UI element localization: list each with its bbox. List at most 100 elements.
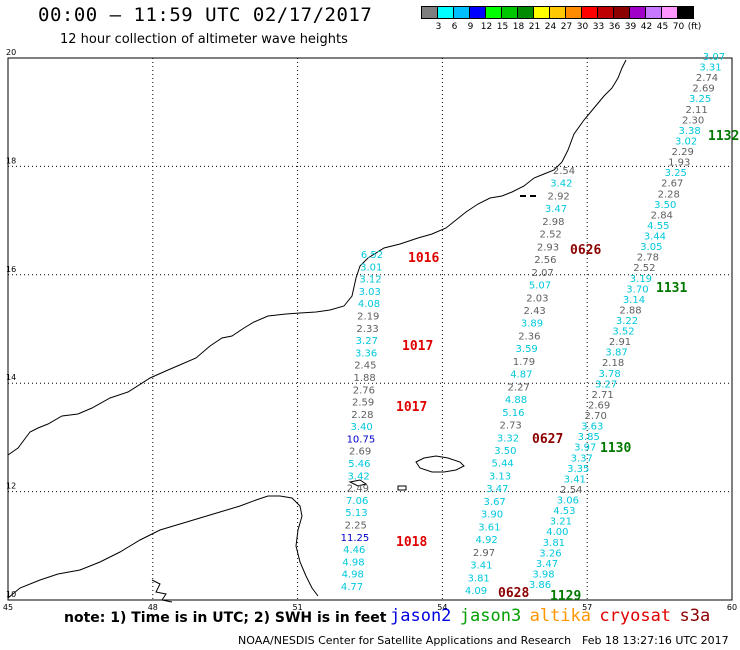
pass-time-label: 1131 [656,281,687,296]
wave-height-value: 3.25 [689,94,711,105]
wave-height-value: 2.36 [518,331,540,342]
wave-height-value: 4.00 [546,527,568,538]
wave-height-value: 2.67 [661,179,683,190]
legend-label: 33 [592,22,605,32]
x-tick-label: 60 [727,603,737,612]
wave-height-value: 10.75 [347,434,376,445]
legend-label: 6 [451,22,458,32]
wave-height-value: 3.12 [359,275,381,286]
wave-height-value: 2.25 [345,521,367,532]
wave-height-value: 3.38 [679,126,701,137]
pass-time-label: 1132 [708,129,739,144]
y-tick-label: 12 [6,482,16,491]
wave-height-value: 3.06 [557,496,579,507]
wave-height-value: 7.06 [346,496,368,507]
y-tick-label: 14 [6,373,16,382]
pass-time-label: 0628 [498,586,529,601]
wave-height-value: 2.03 [526,293,548,304]
legend-label: 36 [608,22,621,32]
wave-height-value: 4.08 [358,299,380,310]
wave-height-value: 2.49 [347,484,369,495]
legend-swatch [677,6,694,19]
wave-height-value: 3.35 [567,464,589,475]
legend-label: 45 [656,22,669,32]
y-tick-label: 20 [6,48,16,57]
wave-height-value: 2.52 [633,263,655,274]
wave-height-value: 11.25 [341,533,370,544]
legend-label: 27 [560,22,573,32]
wave-height-value: 2.28 [351,410,373,421]
x-tick-label: 45 [3,603,13,612]
wave-height-value: 3.85 [578,432,600,443]
wave-height-value: 2.88 [619,305,641,316]
wave-height-value: 2.33 [356,324,378,335]
wave-height-value: 2.78 [637,253,659,264]
wave-height-value: 2.27 [508,382,530,393]
wave-height-value: 3.81 [543,538,565,549]
y-tick-label: 18 [6,156,16,165]
pass-time-label: 1018 [396,535,427,550]
satellite-name: cryosat [599,606,672,626]
legend-label: 3 [435,22,442,32]
legend-label: 12 [480,22,493,32]
wave-height-value: 2.91 [609,337,631,348]
wave-height-value: 3.37 [571,453,593,464]
wave-height-value: 4.98 [342,570,364,581]
wave-height-value: 2.45 [354,361,376,372]
wave-height-value: 2.56 [534,255,556,266]
wave-height-value: 1.93 [668,158,690,169]
wave-height-value: 3.52 [612,327,634,338]
wave-height-value: 1.79 [513,357,535,368]
wave-height-value: 2.30 [682,115,704,126]
wave-height-value: 2.74 [696,73,718,84]
pass-time-label: 1016 [408,251,439,266]
wave-height-value: 2.54 [560,485,582,496]
wave-height-value: 2.54 [553,166,575,177]
wave-height-value: 3.67 [484,497,506,508]
pass-time-labels: 1016 1017 1017 1018 0626 0627 0628 1132 1131 1130… [396,129,739,604]
island-small-2 [397,485,407,491]
wave-height-value: 3.97 [574,443,596,454]
wave-height-value: 4.87 [510,370,532,381]
wave-height-value: 2.97 [473,548,495,559]
pass-time-label: 0627 [532,432,563,447]
coastline-gulf-aden [7,495,319,599]
wave-height-value: 2.19 [357,311,379,322]
wave-height-value: 2.69 [588,400,610,411]
legend-label: 70 [672,22,685,32]
wave-height-value: 5.16 [502,408,524,419]
wave-height-value: 2.11 [685,105,707,116]
legend-label: 15 [496,22,509,32]
wave-height-value: 3.13 [489,471,511,482]
wave-height-value: 3.42 [348,471,370,482]
satellite-name: jason3 [459,606,522,626]
legend-label: 30 [576,22,589,32]
wave-height-value: 3.47 [536,559,558,570]
wave-height-value: 2.69 [692,84,714,95]
wave-height-value: 3.63 [581,422,603,433]
wave-height-value: 6.52 [361,250,383,261]
wave-height-value: 3.03 [359,287,381,298]
color-legend [421,6,694,19]
wave-height-value: 3.25 [665,168,687,179]
coastline-main [7,59,627,456]
wave-height-value: 2.07 [532,268,554,279]
wave-height-value: 3.86 [529,580,551,591]
wave-height-value: 2.52 [540,230,562,241]
wave-height-value: 1.88 [353,373,375,384]
wave-height-value: 3.01 [360,262,382,273]
wave-height-value: 3.27 [595,379,617,390]
wave-height-value: 3.07 [703,52,725,63]
wave-height-value: 2.98 [542,217,564,228]
satellite-name: altika [529,606,592,626]
wave-height-value: 3.90 [481,510,503,521]
wave-height-value: 3.89 [521,319,543,330]
color-legend-labels: 3 6 9 12 15 18 21 24 27 30 33 36 39 42 45 70 (ft) [422,22,740,36]
legend-label: 18 [512,22,525,32]
wave-height-value: 2.93 [537,242,559,253]
pass-time-label: 1017 [402,339,433,354]
wave-height-value: 3.31 [699,63,721,74]
satellite-name: jason2 [390,606,452,626]
wave-height-value: 3.44 [644,232,666,243]
wave-height-value: 2.69 [349,447,371,458]
